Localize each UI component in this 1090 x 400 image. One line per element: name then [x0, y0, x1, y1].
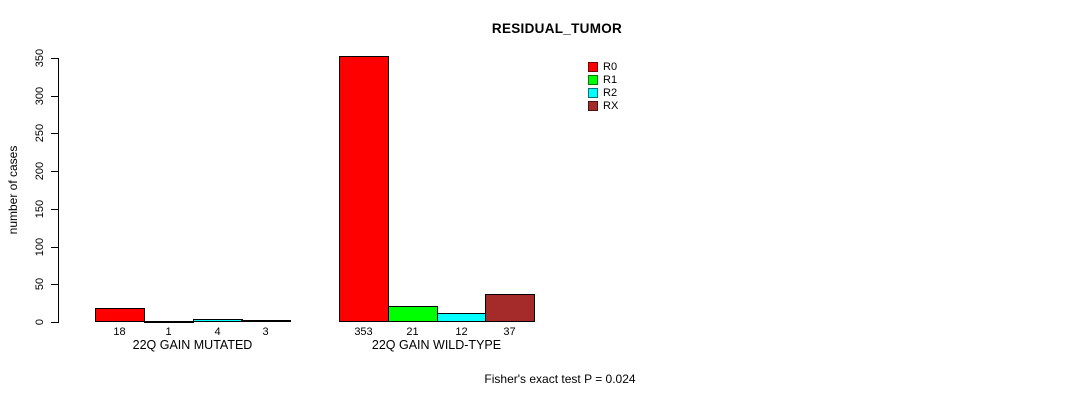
y-tick-mark	[51, 208, 58, 210]
y-tick-label: 50	[34, 278, 46, 291]
bar-value-rx-group2: 37	[503, 326, 516, 338]
chart-title: RESIDUAL_TUMOR	[491, 21, 623, 36]
legend-label-r0: R0	[603, 61, 618, 73]
y-axis-line	[58, 58, 59, 323]
y-tick-label: 350	[34, 48, 46, 68]
legend-item-r1: R1	[588, 74, 618, 86]
legend-label-r1: R1	[603, 74, 618, 86]
group-label-2: 22Q GAIN WILD-TYPE	[371, 338, 502, 352]
y-tick-mark	[51, 171, 58, 173]
y-tick-label: 100	[34, 237, 46, 256]
y-tick-mark	[51, 95, 58, 97]
legend-item-rx: RX	[588, 100, 619, 112]
y-tick-mark	[51, 284, 58, 286]
stat-annotation: Fisher's exact test P = 0.024	[484, 372, 636, 386]
bar-r2-group2	[437, 313, 487, 322]
legend-label-r2: R2	[603, 87, 618, 99]
legend: R0 R1 R2 RX	[588, 61, 619, 112]
y-tick-label: 150	[34, 199, 46, 219]
legend-swatch-rx	[588, 101, 598, 111]
legend-item-r0: R0	[588, 61, 618, 73]
bar-r0-group1	[95, 308, 145, 322]
y-tick-mark	[51, 133, 58, 135]
legend-item-r2: R2	[588, 87, 618, 99]
bar-value-r2-group2: 12	[455, 326, 468, 338]
bar-r0-group2	[339, 56, 389, 322]
bar-rx-group1	[241, 320, 291, 322]
y-tick-label: 200	[34, 161, 46, 181]
bar-r1-group1	[144, 321, 194, 323]
y-tick-mark	[51, 322, 58, 323]
y-axis-title: number of cases	[6, 145, 20, 235]
y-tick-mark	[51, 246, 58, 248]
legend-swatch-r1	[588, 75, 598, 85]
y-tick-label: 300	[34, 86, 46, 105]
legend-swatch-r2	[588, 88, 598, 98]
bar-value-r1-group2: 21	[406, 326, 419, 338]
bar-value-r1-group1: 1	[165, 326, 172, 338]
bar-rx-group2	[485, 294, 535, 322]
legend-swatch-r0	[588, 62, 598, 72]
bar-value-rx-group1: 3	[262, 326, 269, 338]
bar-value-r0-group2: 353	[354, 326, 373, 338]
legend-label-rx: RX	[603, 100, 619, 112]
y-tick-label: 250	[34, 124, 46, 143]
y-tick-mark	[51, 58, 58, 59]
bar-r1-group2	[388, 306, 438, 322]
y-tick-label: 0	[34, 318, 46, 326]
bar-value-r0-group1: 18	[113, 326, 126, 338]
group-label-1: 22Q GAIN MUTATED	[132, 338, 253, 352]
bar-value-r2-group1: 4	[214, 326, 221, 338]
bar-r2-group1	[193, 319, 243, 322]
